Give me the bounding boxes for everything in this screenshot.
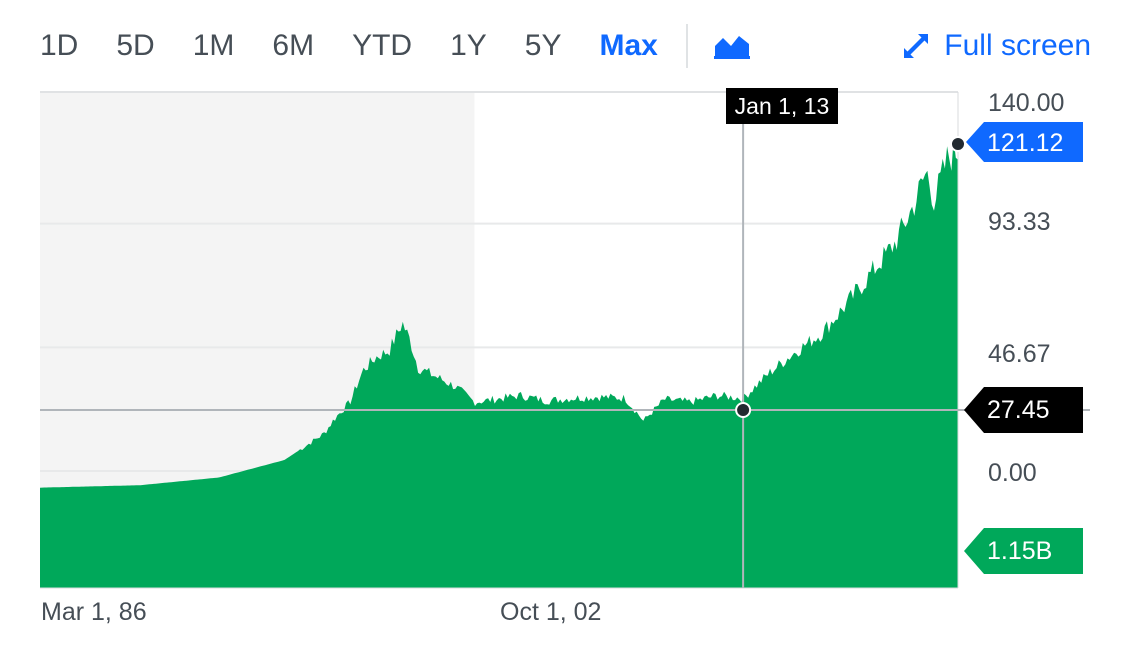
range-1y-button[interactable]: 1Y bbox=[450, 29, 487, 62]
range-selector: 1D 5D 1M 6M YTD 1Y 5Y Max bbox=[40, 24, 750, 68]
range-max-button[interactable]: Max bbox=[599, 29, 658, 62]
y-tick-label: 46.67 bbox=[988, 340, 1051, 368]
area-chart-icon[interactable] bbox=[713, 32, 750, 60]
toolbar-divider bbox=[685, 24, 688, 68]
last-volume-badge: 1.15B bbox=[964, 528, 1083, 574]
range-5d-button[interactable]: 5D bbox=[116, 29, 155, 62]
y-tick-label: 140.00 bbox=[988, 89, 1064, 117]
x-tick-label: Mar 1, 86 bbox=[41, 598, 147, 626]
range-5y-button[interactable]: 5Y bbox=[524, 29, 562, 62]
fullscreen-label: Full screen bbox=[944, 29, 1091, 62]
last-price-point bbox=[950, 136, 966, 152]
range-ytd-button[interactable]: YTD bbox=[352, 29, 413, 62]
crosshair-value-label: 27.45 bbox=[987, 396, 1050, 424]
last-volume-label: 1.15B bbox=[987, 537, 1052, 565]
x-tick-label: Oct 1, 02 bbox=[500, 598, 601, 626]
crosshair-date-label: Jan 1, 13 bbox=[735, 93, 830, 119]
crosshair-point bbox=[735, 402, 752, 418]
last-price-label: 121.12 bbox=[987, 129, 1063, 157]
price-area-series bbox=[40, 138, 958, 588]
range-1m-button[interactable]: 1M bbox=[192, 29, 235, 62]
last-price-badge: 121.12 bbox=[966, 122, 1083, 162]
y-tick-label: 93.33 bbox=[988, 208, 1051, 236]
crosshair-date-tooltip: Jan 1, 13 bbox=[726, 88, 838, 124]
crosshair-value-badge: 27.45 bbox=[964, 387, 1083, 433]
expand-arrows-icon bbox=[904, 34, 929, 58]
y-tick-label: 0.00 bbox=[988, 459, 1037, 487]
range-6m-button[interactable]: 6M bbox=[272, 29, 315, 62]
range-1d-button[interactable]: 1D bbox=[40, 29, 79, 62]
fullscreen-button[interactable]: Full screen bbox=[900, 26, 1091, 66]
